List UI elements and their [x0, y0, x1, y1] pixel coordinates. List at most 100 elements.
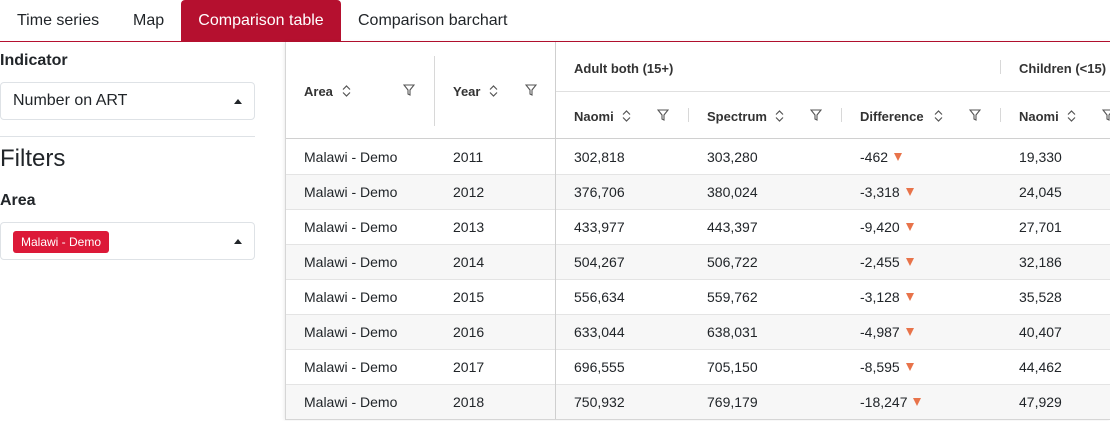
tab-comparison-table[interactable]: Comparison table — [181, 0, 341, 41]
cell-spectrum-value: 769,179 — [707, 394, 758, 410]
header-area-label: Area — [304, 84, 333, 99]
cell-naomi-children-value: 47,929 — [1019, 394, 1062, 410]
group-header-children: Children (<15) — [1019, 61, 1107, 76]
cell-naomi-children-value: 32,186 — [1019, 254, 1062, 270]
cell-difference: -2,455 — [860, 245, 914, 280]
filter-icon[interactable] — [657, 109, 669, 121]
triangle-down-icon — [905, 328, 914, 336]
filters-title: Filters — [0, 145, 66, 172]
sort-icon[interactable] — [1067, 110, 1076, 122]
cell-spectrum: 559,762 — [707, 280, 758, 315]
column-separator — [688, 108, 689, 122]
cell-difference-value: -8,595 — [860, 359, 900, 375]
triangle-down-icon — [905, 258, 914, 266]
cell-naomi-children: 32,186 — [1019, 245, 1062, 280]
table-header: Area Year Adult both (15+) Children (<15… — [286, 42, 1110, 139]
cell-difference: -18,247 — [860, 385, 922, 419]
cell-area: Malawi - Demo — [304, 315, 397, 350]
cell-naomi-value: 376,706 — [574, 184, 625, 200]
table-row: Malawi - Demo 2017 696,555 705,150 -8,595 44,… — [286, 350, 1110, 385]
header-naomi-children[interactable]: Naomi — [1019, 109, 1059, 124]
cell-spectrum-value: 638,031 — [707, 324, 758, 340]
header-naomi-label: Naomi — [574, 109, 614, 124]
cell-naomi-children: 19,330 — [1019, 140, 1062, 175]
triangle-down-icon — [913, 398, 922, 406]
cell-year: 2012 — [453, 175, 484, 210]
cell-spectrum-value: 443,397 — [707, 219, 758, 235]
cell-naomi-children-value: 35,528 — [1019, 289, 1062, 305]
cell-spectrum: 705,150 — [707, 350, 758, 385]
cell-area-value: Malawi - Demo — [304, 359, 398, 375]
cell-difference-value: -2,455 — [860, 254, 900, 270]
group-header-underline — [556, 91, 1110, 92]
header-difference[interactable]: Difference — [860, 109, 924, 124]
tab-map[interactable]: Map — [133, 12, 165, 29]
table-row: Malawi - Demo 2015 556,634 559,762 -3,128 35,… — [286, 280, 1110, 315]
column-separator — [841, 108, 842, 122]
triangle-down-icon — [905, 293, 914, 301]
filter-icon[interactable] — [1102, 109, 1110, 121]
cell-difference: -8,595 — [860, 350, 914, 385]
header-spectrum[interactable]: Spectrum — [707, 109, 767, 124]
filter-icon[interactable] — [810, 109, 822, 121]
filter-icon[interactable] — [403, 84, 415, 96]
filter-icon[interactable] — [525, 84, 537, 96]
cell-area: Malawi - Demo — [304, 245, 397, 280]
cell-spectrum: 506,722 — [707, 245, 758, 280]
cell-naomi-children: 24,045 — [1019, 175, 1062, 210]
filter-icon[interactable] — [969, 109, 981, 121]
area-heading: Area — [0, 192, 36, 209]
cell-difference-value: -18,247 — [860, 394, 908, 410]
cell-difference-value: -462 — [860, 149, 889, 165]
cell-naomi-children: 44,462 — [1019, 350, 1062, 385]
cell-area-value: Malawi - Demo — [304, 219, 398, 235]
cell-year: 2013 — [453, 210, 484, 245]
cell-naomi: 556,634 — [574, 280, 625, 315]
table-row: Malawi - Demo 2014 504,267 506,722 -2,455 32,… — [286, 245, 1110, 280]
header-area[interactable]: Area — [304, 84, 333, 99]
header-naomi[interactable]: Naomi — [574, 109, 614, 124]
cell-year: 2014 — [453, 245, 484, 280]
area-select[interactable]: Malawi - Demo — [0, 222, 255, 260]
cell-naomi-value: 556,634 — [574, 289, 625, 305]
frozen-column-border — [555, 139, 556, 419]
sort-icon[interactable] — [622, 110, 631, 122]
cell-year: 2018 — [453, 385, 484, 419]
cell-naomi: 696,555 — [574, 350, 625, 385]
column-separator — [1000, 108, 1001, 122]
cell-spectrum-value: 559,762 — [707, 289, 758, 305]
sort-icon[interactable] — [342, 85, 351, 97]
indicator-select[interactable]: Number on ART — [0, 82, 255, 120]
area-chip[interactable]: Malawi - Demo — [13, 231, 110, 253]
cell-naomi-children-value: 27,701 — [1019, 219, 1062, 235]
cell-area-value: Malawi - Demo — [304, 289, 398, 305]
cell-naomi: 433,977 — [574, 210, 625, 245]
cell-naomi-value: 433,977 — [574, 219, 625, 235]
header-year[interactable]: Year — [453, 84, 480, 99]
cell-spectrum-value: 303,280 — [707, 149, 758, 165]
cell-spectrum-value: 380,024 — [707, 184, 758, 200]
cell-area-value: Malawi - Demo — [304, 394, 398, 410]
tab-bar: Time series Map Comparison table Compari… — [0, 0, 1110, 42]
sidebar-divider — [0, 136, 255, 137]
tab-time-series[interactable]: Time series — [17, 12, 100, 29]
cell-area: Malawi - Demo — [304, 175, 397, 210]
cell-naomi-value: 633,044 — [574, 324, 625, 340]
sort-icon[interactable] — [489, 85, 498, 97]
cell-naomi-children: 35,528 — [1019, 280, 1062, 315]
column-separator — [1000, 60, 1001, 74]
sort-icon[interactable] — [934, 110, 943, 122]
cell-year: 2011 — [453, 140, 483, 175]
indicator-heading: Indicator — [0, 52, 68, 69]
cell-year-value: 2012 — [453, 184, 485, 200]
cell-naomi-children-value: 40,407 — [1019, 324, 1062, 340]
table-row: Malawi - Demo 2011 302,818 303,280 -462 19,33… — [286, 140, 1110, 175]
sort-icon[interactable] — [775, 110, 784, 122]
cell-difference-value: -3,318 — [860, 184, 900, 200]
cell-spectrum: 380,024 — [707, 175, 758, 210]
triangle-down-icon — [905, 223, 914, 231]
tab-comparison-barchart[interactable]: Comparison barchart — [358, 12, 508, 29]
cell-spectrum: 303,280 — [707, 140, 758, 175]
cell-spectrum: 638,031 — [707, 315, 758, 350]
cell-area-value: Malawi - Demo — [304, 254, 398, 270]
